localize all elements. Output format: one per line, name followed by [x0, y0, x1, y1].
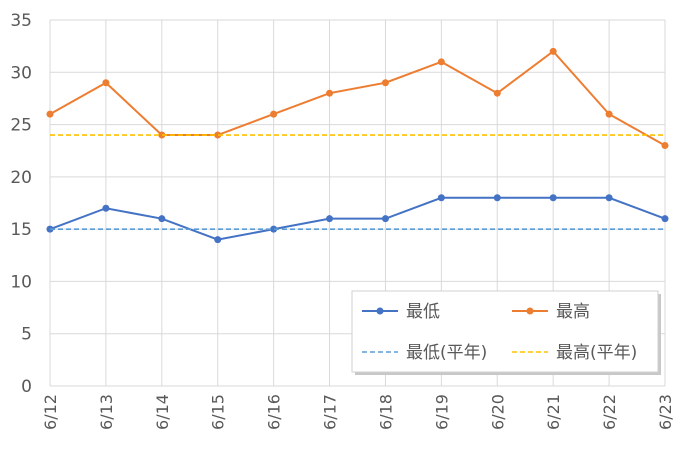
gridlines — [49, 19, 666, 387]
data-point — [326, 215, 334, 223]
y-tick-label: 35 — [10, 11, 32, 31]
data-point — [158, 131, 166, 139]
y-tick-label: 30 — [10, 63, 32, 83]
x-tick-label: 6/16 — [265, 394, 284, 430]
data-point — [46, 110, 54, 118]
series-lines — [46, 47, 669, 244]
x-tick-label: 6/19 — [432, 394, 451, 430]
x-tick-label: 6/23 — [656, 394, 675, 430]
x-tick-label: 6/12 — [41, 394, 60, 430]
data-point — [102, 204, 110, 212]
legend-box — [351, 290, 659, 373]
x-tick-label: 6/18 — [376, 394, 395, 430]
legend-label: 最低 — [406, 302, 440, 322]
x-tick-label: 6/13 — [97, 394, 116, 430]
legend-label: 最低(平年) — [406, 343, 487, 363]
axes: 0 5 10 15 20 25 30 35 6/12 6/13 6/14 6/15 6/16 6/17 6/… — [10, 11, 675, 430]
y-tick-label: 25 — [10, 116, 32, 136]
legend-marker — [376, 307, 384, 315]
y-tick-label: 10 — [10, 272, 32, 292]
x-tick-label: 6/17 — [321, 394, 340, 430]
data-point — [549, 47, 557, 55]
data-point — [661, 141, 669, 149]
y-tick-label: 15 — [10, 220, 32, 240]
data-point — [437, 194, 445, 202]
data-point — [549, 194, 557, 202]
y-tick-label: 20 — [10, 168, 32, 188]
data-point — [270, 225, 278, 233]
legend-label: 最高(平年) — [556, 343, 637, 363]
data-point — [605, 110, 613, 118]
x-tick-label: 6/21 — [544, 394, 563, 430]
x-tick-label: 6/14 — [153, 394, 172, 430]
data-point — [381, 79, 389, 87]
legend-marker — [526, 307, 534, 315]
data-point — [158, 215, 166, 223]
data-point — [661, 215, 669, 223]
data-point — [214, 236, 222, 244]
x-tick-label: 6/20 — [488, 394, 507, 430]
data-point — [270, 110, 278, 118]
legend-label: 最高 — [556, 302, 590, 322]
y-tick-label: 0 — [21, 377, 32, 397]
x-tick-label: 6/15 — [209, 394, 228, 430]
series-line — [49, 50, 666, 147]
data-point — [326, 89, 334, 97]
data-point — [381, 215, 389, 223]
data-point — [437, 58, 445, 66]
data-point — [493, 89, 501, 97]
data-point — [493, 194, 501, 202]
x-tick-label: 6/22 — [600, 394, 619, 430]
y-tick-label: 5 — [21, 325, 32, 345]
series-line — [49, 196, 666, 241]
data-point — [214, 131, 222, 139]
data-point — [102, 79, 110, 87]
data-point — [605, 194, 613, 202]
